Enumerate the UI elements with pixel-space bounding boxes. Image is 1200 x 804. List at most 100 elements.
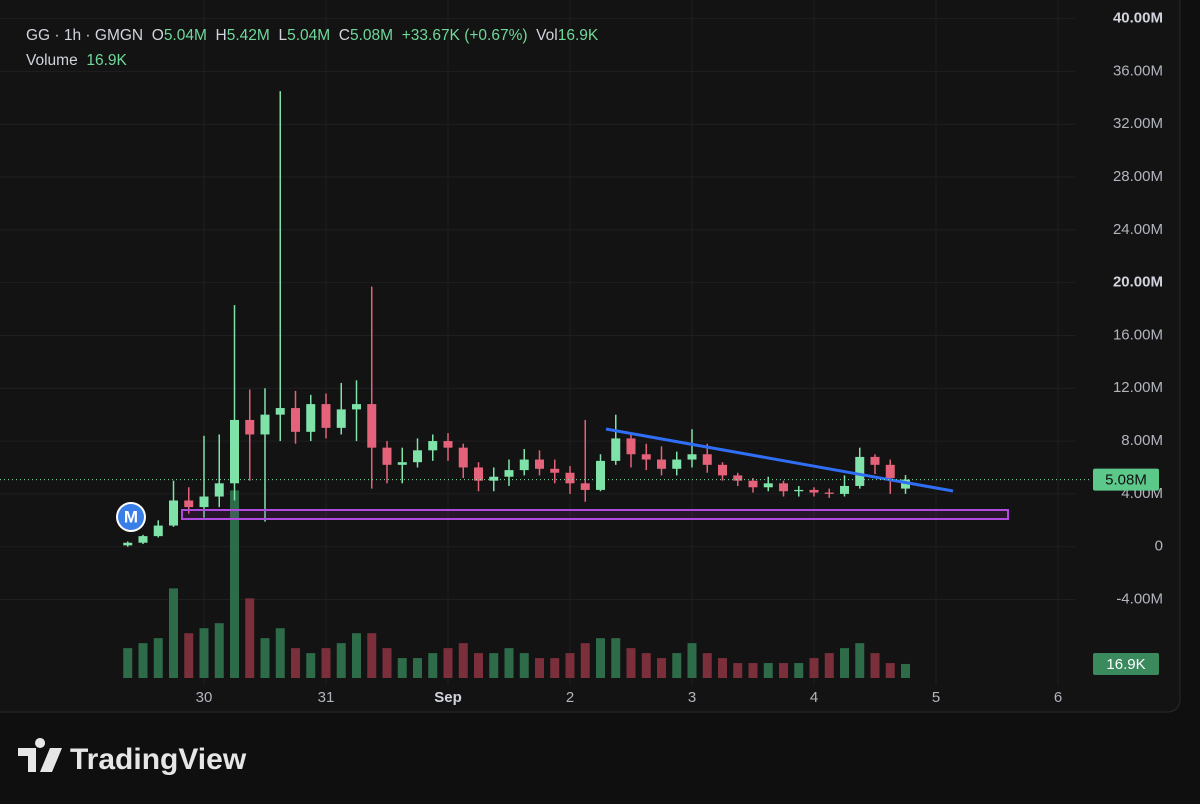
ohlc-value: 5.42M bbox=[226, 27, 270, 44]
volume-bar bbox=[641, 653, 651, 678]
y-tick-label: 36.00M bbox=[1113, 62, 1163, 79]
candle-body bbox=[321, 404, 331, 428]
volume-bar bbox=[504, 648, 514, 678]
volume-bar bbox=[626, 648, 636, 678]
volume-bar bbox=[458, 643, 468, 678]
volume-bar bbox=[260, 638, 270, 678]
candle-body bbox=[885, 464, 895, 479]
candle-body bbox=[519, 459, 529, 471]
volume-bar bbox=[870, 653, 880, 678]
ohlc-key: C bbox=[338, 27, 350, 44]
candle-body bbox=[733, 475, 743, 481]
candle-body bbox=[718, 464, 727, 476]
volume-bar bbox=[565, 653, 575, 678]
volume-bar bbox=[123, 648, 133, 678]
volume-bar bbox=[763, 663, 773, 678]
candle-body bbox=[489, 476, 499, 481]
ohlc-value: 5.08M bbox=[350, 27, 394, 44]
ohlc-key: O bbox=[151, 27, 164, 44]
candle-body bbox=[809, 489, 819, 493]
volume-bar bbox=[611, 638, 621, 678]
ohlc-value: 5.04M bbox=[287, 27, 331, 44]
y-tick-label: 0 bbox=[1155, 538, 1163, 555]
candle-body bbox=[123, 542, 133, 546]
volume-bar bbox=[382, 648, 392, 678]
x-tick-label: 31 bbox=[318, 689, 335, 706]
price-axis: 40.00M36.00M32.00M28.00M24.00M20.00M16.0… bbox=[0, 10, 1163, 706]
candle-body bbox=[596, 460, 605, 490]
range-box bbox=[181, 509, 1009, 520]
candle-body bbox=[367, 404, 377, 448]
ohlc-key: H bbox=[215, 27, 227, 44]
last-price-box bbox=[1093, 468, 1159, 491]
candle-body bbox=[352, 404, 361, 410]
candle-body bbox=[672, 459, 682, 469]
candle-body bbox=[580, 483, 590, 490]
volume-pane bbox=[123, 490, 910, 678]
volume-bar bbox=[748, 663, 758, 678]
volume-bar bbox=[550, 658, 560, 678]
volume-bar bbox=[336, 643, 346, 678]
y-tick-label: 40.00M bbox=[1113, 10, 1163, 27]
candle-body bbox=[657, 459, 666, 469]
candle-body bbox=[382, 447, 392, 465]
volume-bar bbox=[138, 643, 148, 678]
candle-body bbox=[230, 419, 239, 484]
volume-bar bbox=[840, 648, 849, 678]
change: +33.67K (+0.67%) bbox=[401, 27, 528, 44]
candle-body bbox=[153, 525, 163, 537]
candle-body bbox=[169, 500, 178, 526]
volume-value: 16.9K bbox=[86, 52, 127, 69]
candle-body bbox=[641, 454, 651, 460]
volume-bar bbox=[718, 658, 727, 678]
volume-bar bbox=[733, 663, 743, 678]
vol-value: 16.9K bbox=[557, 27, 599, 44]
volume-bar bbox=[489, 653, 499, 678]
candle-body bbox=[687, 454, 697, 460]
candles bbox=[123, 91, 910, 547]
candle-body bbox=[245, 419, 255, 435]
candle-body bbox=[291, 408, 300, 432]
candle-body bbox=[504, 470, 514, 477]
volume-title: Volume bbox=[26, 52, 78, 69]
candle-body bbox=[214, 483, 224, 497]
volume-bar bbox=[474, 653, 483, 678]
candle-body bbox=[870, 456, 880, 465]
logo bbox=[18, 738, 62, 772]
volume-legend: Volume 16.9K bbox=[26, 52, 127, 70]
x-tick-label: Sep bbox=[434, 689, 462, 706]
candle-body bbox=[458, 447, 468, 468]
volume-bar bbox=[214, 623, 224, 678]
candle-body bbox=[397, 462, 407, 465]
candle-body bbox=[550, 468, 560, 473]
candle-body bbox=[855, 456, 865, 486]
volume-bar bbox=[291, 648, 300, 678]
candle-body bbox=[702, 454, 712, 465]
x-tick-label: 3 bbox=[688, 689, 696, 706]
trend-line bbox=[605, 427, 954, 493]
symbol: GG · 1h · GMGN bbox=[26, 27, 144, 44]
candle-body bbox=[748, 480, 758, 488]
volume-bar bbox=[901, 663, 910, 678]
volume-bar bbox=[428, 653, 438, 678]
candle-body bbox=[260, 414, 270, 435]
y-tick-label: 28.00M bbox=[1113, 168, 1163, 185]
candle-body bbox=[824, 492, 834, 494]
volume-bar bbox=[687, 643, 697, 678]
y-tick-label: 8.00M bbox=[1121, 432, 1163, 449]
x-tick-label: 2 bbox=[566, 689, 574, 706]
volume-bar bbox=[275, 628, 285, 678]
candle-body bbox=[901, 479, 910, 489]
volume-bar bbox=[443, 648, 453, 678]
volume-bar bbox=[657, 658, 666, 678]
y-tick-label: 16.00M bbox=[1113, 326, 1163, 343]
x-tick-label: 4 bbox=[810, 689, 818, 706]
candle-body bbox=[626, 438, 636, 455]
candle-body bbox=[428, 441, 438, 451]
volume-bar bbox=[794, 663, 804, 678]
volume-bar bbox=[184, 633, 194, 678]
candle-body bbox=[474, 467, 483, 481]
marker[interactable] bbox=[118, 504, 144, 530]
x-tick-label: 5 bbox=[932, 689, 940, 706]
